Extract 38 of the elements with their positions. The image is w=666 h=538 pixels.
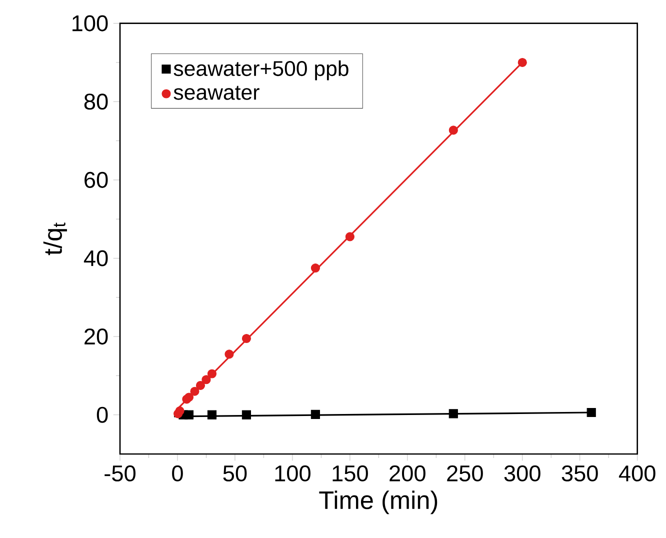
point — [224, 350, 234, 359]
y-tick-label: 60 — [84, 172, 108, 188]
x-tick-label: 150 — [332, 465, 368, 482]
x-tick-label: 350 — [562, 465, 598, 482]
point — [184, 410, 194, 420]
point — [207, 369, 217, 378]
y-axis-title: t/q$_{t}$ — [43, 222, 67, 256]
x-tick-label: 250 — [447, 465, 483, 482]
y-tick-label: 80 — [84, 94, 108, 110]
point — [184, 392, 194, 402]
y-tick-label: 100 — [72, 15, 108, 32]
point — [242, 410, 251, 420]
point — [310, 410, 320, 419]
point — [196, 380, 206, 390]
point — [190, 386, 200, 396]
x-tick-label: 0 — [172, 465, 183, 482]
x-tick-label: 300 — [504, 465, 540, 482]
point — [202, 375, 211, 384]
legend-label: seawater+500 ppb — [174, 60, 348, 80]
point — [345, 232, 354, 242]
point — [518, 58, 527, 68]
x-tick-label: 50 — [223, 465, 247, 482]
point — [207, 410, 217, 420]
point — [310, 263, 320, 273]
point — [586, 408, 596, 418]
x-tick-label: 200 — [390, 465, 426, 482]
x-tick-label: 400 — [618, 465, 656, 482]
x-tick-label: -50 — [104, 465, 136, 482]
point — [448, 126, 458, 135]
point — [448, 409, 458, 418]
point — [242, 334, 251, 344]
y-tick-label: 40 — [84, 250, 108, 266]
y-tick-label: 0 — [96, 406, 108, 423]
point — [175, 406, 184, 416]
x-tick-label: 100 — [275, 465, 310, 482]
x-axis-title: Time (min) — [319, 490, 438, 514]
y-tick-label: 20 — [84, 328, 108, 345]
legend-label: seawater — [174, 86, 260, 100]
